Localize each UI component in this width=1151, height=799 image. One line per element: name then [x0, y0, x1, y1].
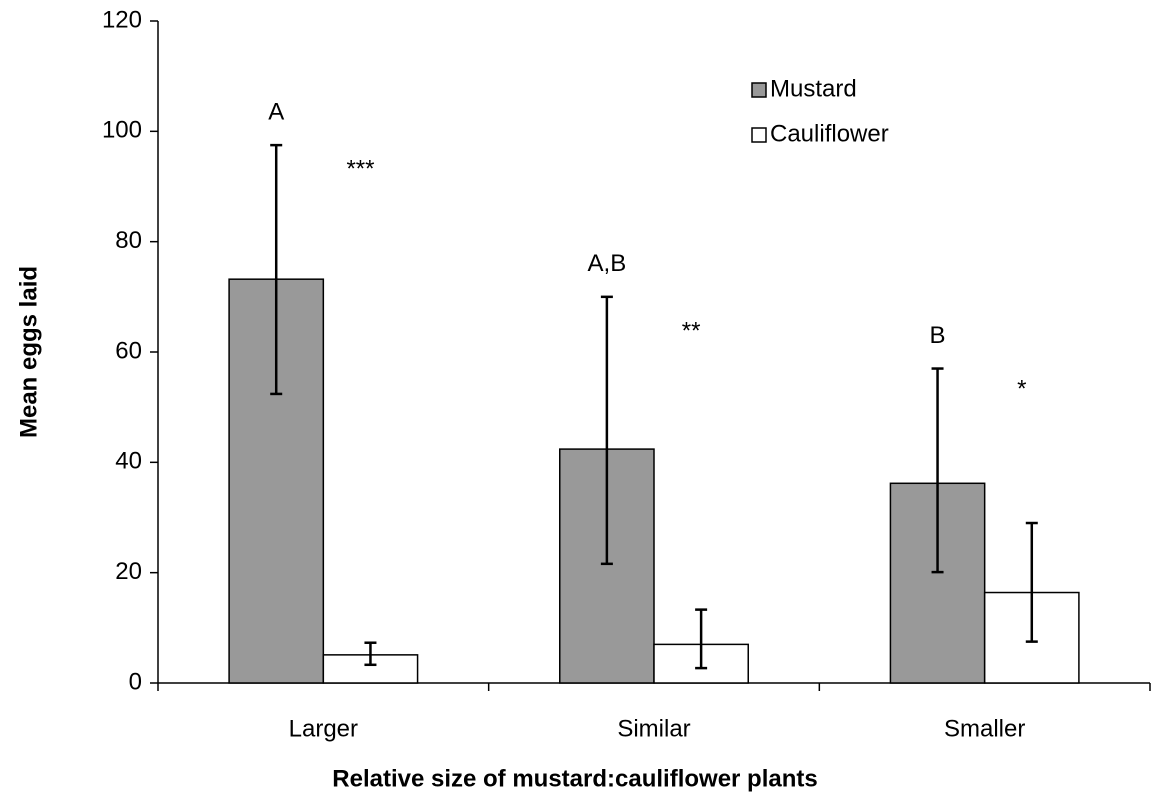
y-tick-label: 60	[115, 337, 142, 364]
legend-label: Mustard	[770, 75, 857, 102]
significance-mark: **	[682, 317, 701, 344]
x-tick-label: Smaller	[944, 715, 1025, 742]
y-tick-label: 40	[115, 448, 142, 475]
y-tick-label: 20	[115, 558, 142, 585]
x-tick-label: Larger	[289, 715, 358, 742]
y-tick-label: 120	[102, 6, 142, 33]
y-axis-label: Mean eggs laid	[15, 266, 42, 438]
group-letter: B	[930, 322, 946, 349]
y-tick-label: 100	[102, 117, 142, 144]
y-tick-label: 0	[129, 668, 142, 695]
x-tick-label: Similar	[617, 715, 690, 742]
legend-swatch	[751, 82, 767, 98]
legend-swatch	[751, 127, 767, 143]
group-letter: A	[268, 98, 284, 125]
significance-mark: *	[1017, 375, 1026, 402]
group-letter: A,B	[588, 250, 627, 277]
y-tick-label: 80	[115, 227, 142, 254]
x-axis-label: Relative size of mustard:cauliflower pla…	[332, 765, 817, 792]
significance-mark: ***	[346, 155, 374, 182]
legend-label: Cauliflower	[770, 120, 889, 147]
